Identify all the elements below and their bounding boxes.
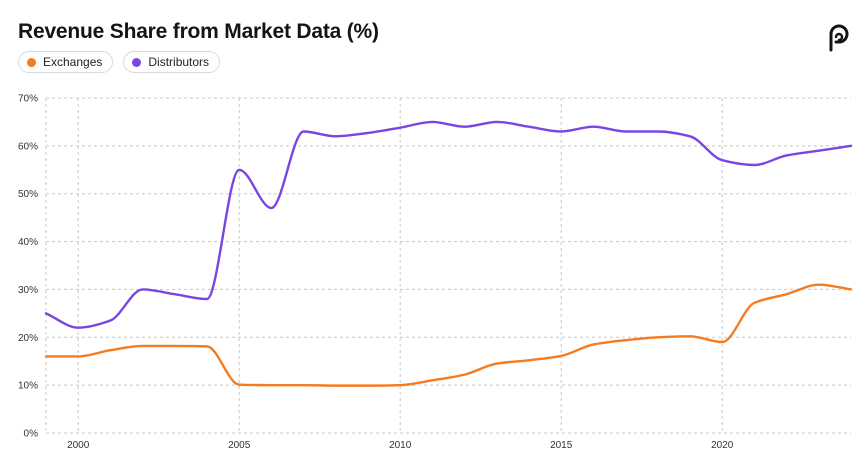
exchanges-data-point	[784, 291, 790, 297]
legend-label-distributors: Distributors	[148, 55, 210, 69]
distributors-data-point	[462, 124, 468, 130]
y-tick-label: 30%	[18, 285, 38, 296]
exchanges-data-point	[751, 300, 757, 306]
exchanges-swatch	[27, 57, 36, 67]
distributors-data-point	[719, 157, 725, 163]
x-tick-label: 2010	[389, 440, 412, 451]
exchanges-data-point	[268, 382, 274, 388]
exchanges-data-point	[623, 337, 629, 343]
distributors-data-point	[236, 167, 242, 173]
exchanges-data-point	[75, 353, 81, 359]
distributors-data-point	[429, 119, 435, 125]
distributors-data-point	[526, 124, 532, 130]
exchanges-data-point	[848, 286, 854, 292]
distributors-series-line	[44, 120, 853, 329]
exchanges-data-point	[236, 382, 242, 388]
y-tick-label: 20%	[18, 333, 38, 344]
exchanges-data-point	[816, 282, 822, 288]
exchanges-data-point	[43, 353, 49, 359]
y-tick-label: 10%	[18, 381, 38, 392]
legend-item-distributors[interactable]: Distributors	[123, 51, 221, 73]
exchanges-data-point	[107, 347, 113, 353]
distributors-data-point	[558, 129, 564, 135]
y-tick-label: 60%	[18, 141, 38, 152]
distributors-data-point	[301, 129, 307, 135]
distributors-data-point	[75, 325, 81, 331]
distributors-data-point	[268, 205, 274, 211]
exchanges-data-point	[494, 361, 500, 367]
x-tick-label: 2020	[711, 440, 734, 451]
exchanges-data-point	[140, 343, 146, 349]
distributors-data-point	[687, 133, 693, 139]
x-tick-label: 2000	[67, 440, 90, 451]
x-tick-label: 2015	[550, 440, 573, 451]
distributors-data-point	[107, 318, 113, 324]
exchanges-data-point	[590, 341, 596, 347]
distributors-swatch	[132, 57, 142, 67]
distributors-data-point	[751, 162, 757, 168]
exchanges-data-point	[462, 372, 468, 378]
exchanges-data-point	[301, 382, 307, 388]
y-tick-label: 0%	[24, 429, 39, 440]
exchanges-series-line	[44, 283, 853, 387]
exchanges-data-point	[172, 343, 178, 349]
brand-logo-icon	[829, 24, 849, 52]
distributors-data-point	[590, 124, 596, 130]
distributors-data-point	[816, 148, 822, 154]
distributors-data-point	[784, 152, 790, 158]
distributors-data-point	[43, 310, 49, 316]
distributors-data-point	[655, 129, 661, 135]
exchanges-data-point	[719, 339, 725, 345]
legend: Exchanges Distributors	[18, 51, 221, 73]
distributors-data-point	[365, 130, 371, 136]
exchanges-data-point	[204, 343, 210, 349]
distributors-data-point	[140, 286, 146, 292]
legend-item-exchanges[interactable]: Exchanges	[18, 51, 114, 73]
distributors-data-point	[848, 143, 854, 149]
exchanges-data-point	[558, 353, 564, 359]
distributors-data-point	[494, 119, 500, 125]
exchanges-data-point	[526, 357, 532, 363]
y-tick-label: 40%	[18, 237, 38, 248]
legend-label-exchanges: Exchanges	[43, 55, 103, 69]
y-tick-label: 70%	[18, 94, 38, 105]
distributors-data-point	[204, 296, 210, 302]
chart-title: Revenue Share from Market Data (%)	[18, 20, 379, 43]
exchanges-data-point	[687, 333, 693, 339]
x-tick-label: 2005	[228, 440, 251, 451]
exchanges-data-point	[397, 382, 403, 388]
exchanges-data-point	[333, 383, 339, 389]
exchanges-data-point	[429, 377, 435, 383]
exchanges-data-point	[655, 334, 661, 340]
exchanges-data-point	[365, 383, 371, 389]
distributors-data-point	[172, 291, 178, 297]
distributors-data-point	[397, 125, 403, 131]
distributors-data-point	[333, 133, 339, 139]
y-tick-label: 50%	[18, 189, 38, 200]
distributors-data-point	[623, 129, 629, 135]
